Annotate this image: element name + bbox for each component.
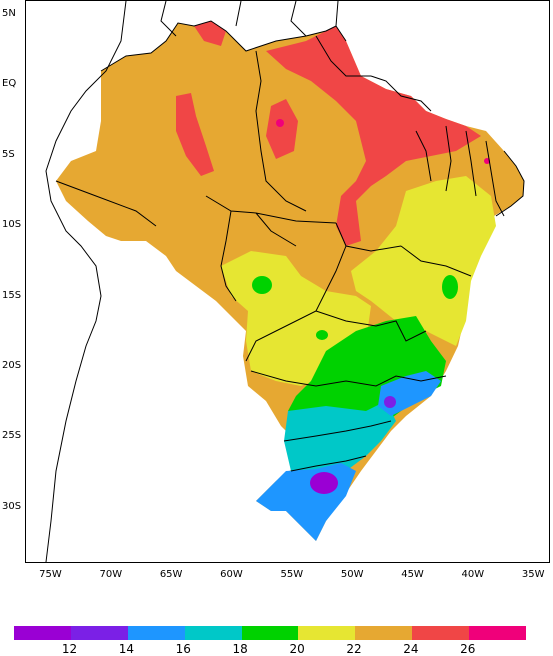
lon-label: 60W [220, 569, 243, 580]
lat-label: 25S [2, 430, 22, 442]
lon-label: 55W [280, 569, 304, 580]
colorbar-cell [14, 626, 71, 640]
colorbar-cell [412, 626, 470, 640]
lat-label: 5S [2, 148, 15, 160]
map-frame [25, 0, 550, 563]
colorbar-label: 16 [175, 642, 191, 656]
colorbar-cell [184, 626, 242, 640]
lon-label: 40W [461, 569, 485, 580]
cold-region-far-south [256, 463, 356, 541]
lat-label: 30S [2, 500, 22, 512]
colorbar-cell [469, 626, 527, 640]
colorbar-cell [298, 626, 356, 640]
colorbar-cell [355, 626, 413, 640]
colorbar-cell [70, 626, 128, 640]
lat-label: 5N [2, 8, 16, 20]
colorbar-label: 22 [346, 642, 362, 656]
coldest-spot-2 [384, 396, 396, 408]
colorbar-label: 12 [61, 642, 78, 656]
warm-region-west [176, 93, 214, 176]
hot-spot-1 [276, 119, 284, 127]
cool-spot-1 [252, 276, 272, 294]
coldest-spot-1 [310, 472, 338, 494]
country-borders [45, 1, 525, 562]
warm-region-top [194, 21, 226, 46]
lat-label: 20S [2, 359, 22, 371]
lon-label: 65W [159, 569, 183, 580]
colorbar-label: 18 [232, 642, 248, 656]
hot-spot-2 [484, 158, 490, 164]
warm-region-central [266, 99, 298, 159]
lon-label: 35W [521, 569, 545, 580]
colorbar-cell [241, 626, 299, 640]
colorbar-label: 14 [118, 642, 135, 656]
colorbar-label: 24 [403, 642, 419, 656]
cool-spot-2 [442, 275, 458, 299]
warm-region-north [266, 26, 481, 246]
colorbar [14, 626, 527, 640]
colorbar-cell [127, 626, 185, 640]
lat-label: 10S [2, 219, 22, 231]
lat-label: 15S [2, 289, 22, 301]
cold-region-south [284, 401, 396, 476]
cool-spot-3 [316, 330, 328, 340]
lat-label: EQ [2, 78, 17, 90]
temperature-map [45, 1, 525, 562]
lon-label: 45W [401, 569, 424, 580]
lon-label: 50W [340, 569, 364, 580]
colorbar-label: 26 [460, 642, 476, 656]
lon-label: 75W [39, 569, 62, 580]
lon-label: 70W [99, 569, 123, 580]
colorbar-label: 20 [289, 642, 305, 656]
